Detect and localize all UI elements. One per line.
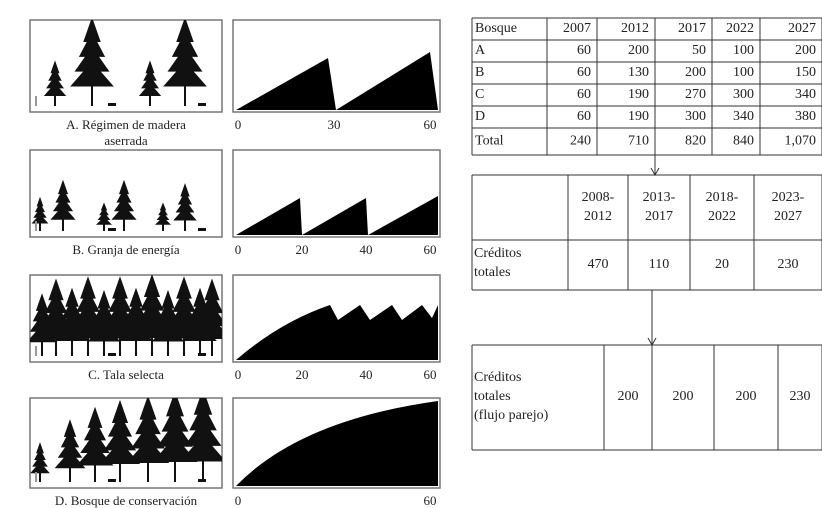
table-cell: 200	[628, 43, 649, 58]
table-cell: 60	[577, 109, 591, 124]
axis-label: 0	[235, 367, 242, 382]
table-header: 2022	[708, 209, 736, 224]
table-cell: 60	[577, 87, 591, 102]
row-label: Créditos	[474, 246, 521, 261]
axis-label: 0	[235, 493, 242, 508]
table-cell: 230	[790, 389, 811, 404]
table-cell: 150	[795, 65, 816, 80]
table-cell: 200	[795, 43, 816, 58]
table-cell: 200	[673, 389, 694, 404]
table-cell: 100	[733, 43, 754, 58]
table-cell: 710	[628, 134, 649, 149]
table-cell: 2007	[563, 21, 591, 36]
table-cell: 2027	[788, 21, 816, 36]
table-header: 2027	[774, 209, 802, 224]
axis-label: 20	[296, 367, 309, 382]
stump	[108, 353, 116, 356]
stump	[198, 228, 206, 231]
axis-label: 60	[424, 367, 437, 382]
table-header: 2018-	[706, 190, 739, 205]
stump	[108, 479, 116, 482]
axis-label: 60	[424, 242, 437, 257]
table-header: 2017	[645, 209, 673, 224]
stump	[108, 228, 116, 231]
table-cell: B	[475, 65, 484, 80]
table-cell: 2017	[678, 21, 706, 36]
table-cell: 60	[577, 43, 591, 58]
stump	[198, 103, 206, 106]
table-cell: 190	[628, 109, 649, 124]
caption: C. Tala selecta	[88, 367, 164, 382]
axis-label: 40	[360, 367, 373, 382]
table-cell: 230	[778, 257, 799, 272]
table-header: 2023-	[772, 190, 805, 205]
table-cell: 340	[795, 87, 816, 102]
table-cell: 190	[628, 87, 649, 102]
table-cell: Bosque	[475, 21, 517, 36]
table-cell: 130	[628, 65, 649, 80]
table-cell: 2012	[621, 21, 649, 36]
table-cell: 60	[577, 65, 591, 80]
table-cell: 2022	[726, 21, 754, 36]
table-cell: A	[475, 43, 486, 58]
table-cell: 200	[685, 65, 706, 80]
table-header: 2008-	[582, 190, 615, 205]
stump	[198, 353, 206, 356]
table-cell: 270	[685, 87, 706, 102]
row-label: (flujo parejo)	[474, 408, 549, 423]
axis-label: 20	[296, 242, 309, 257]
table-cell: 840	[733, 134, 754, 149]
row-label: Créditos	[474, 370, 521, 385]
table-cell: 340	[733, 109, 754, 124]
table-cell: 820	[685, 134, 706, 149]
caption: D. Bosque de conservación	[55, 493, 198, 508]
stump	[198, 479, 206, 482]
table-cell: Total	[475, 134, 504, 149]
stump	[108, 103, 116, 106]
axis-label: 40	[360, 242, 373, 257]
table-header: 2012	[584, 209, 612, 224]
table-cell: 110	[649, 257, 669, 272]
caption: A. Régimen de madera	[66, 117, 186, 132]
table-cell: 50	[692, 43, 706, 58]
axis-label: 0	[235, 117, 242, 132]
table-cell: 300	[685, 109, 706, 124]
table-cell: 300	[733, 87, 754, 102]
axis-label: 60	[424, 117, 437, 132]
table-cell: 470	[588, 257, 609, 272]
axis-label: 60	[424, 493, 437, 508]
table-cell: C	[475, 87, 484, 102]
table-cell: 100	[733, 65, 754, 80]
axis-label: 30	[328, 117, 341, 132]
caption: B. Granja de energía	[72, 242, 180, 257]
table-cell: D	[475, 109, 485, 124]
table-cell: 20	[715, 257, 729, 272]
row-label: totales	[474, 265, 511, 280]
row-label: totales	[474, 389, 511, 404]
table-cell: 200	[736, 389, 757, 404]
figure: A. Régimen de maderaaserrada 0 30 60 B. Gran…	[0, 0, 822, 508]
table-cell: 240	[570, 134, 591, 149]
caption: aserrada	[104, 133, 148, 148]
table-header: 2013-	[643, 190, 676, 205]
table-cell: 380	[795, 109, 816, 124]
table-cell: 1,070	[785, 134, 817, 149]
table-cell: 200	[618, 389, 639, 404]
axis-label: 0	[235, 242, 242, 257]
